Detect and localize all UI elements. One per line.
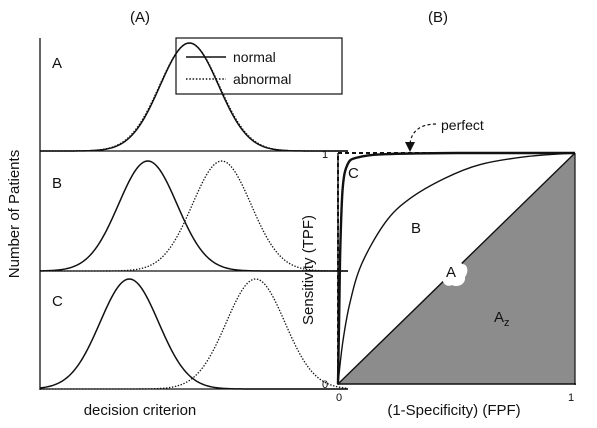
panel-b-title: (B) xyxy=(428,9,448,26)
legend-abnormal-label: abnormal xyxy=(233,71,291,87)
panel-a-title: (A) xyxy=(130,9,150,26)
x-tick-1: 1 xyxy=(568,392,574,404)
label-a-highlight xyxy=(440,259,468,287)
subplot-c-abnormal-curve xyxy=(40,278,349,390)
panel-a: (A) Number of Patients decision criterio… xyxy=(6,9,349,419)
panel-a-ylabel: Number of Patients xyxy=(6,150,23,278)
y-tick-0: 0 xyxy=(322,379,328,391)
curve-c-label: C xyxy=(348,165,359,182)
legend-normal-label: normal xyxy=(233,49,276,65)
subplot-b-normal-curve xyxy=(39,160,348,272)
az-label: Az xyxy=(494,309,510,329)
perfect-label: perfect xyxy=(441,117,484,133)
subplot-c-normal-curve xyxy=(39,278,348,390)
subplot-a-label: A xyxy=(52,55,62,72)
subplot-b-abnormal-curve xyxy=(40,160,348,272)
subplot-b-label: B xyxy=(52,175,62,192)
panel-b: (B) 1 0 0 1 Sensitivity (TPF) (1-Specifi… xyxy=(300,9,576,419)
curve-b-label: B xyxy=(411,220,421,237)
roc-curve-b xyxy=(337,152,576,385)
roc-xlabel: (1-Specificity) (FPF) xyxy=(387,402,520,419)
subplot-a-abnormal-curve xyxy=(40,42,348,152)
roc-ylabel: Sensitivity (TPF) xyxy=(300,215,317,325)
panel-a-curves xyxy=(39,42,349,390)
roc-curve-c xyxy=(336,151,575,385)
legend: normal abnormal xyxy=(175,37,343,95)
subplot-c-label: C xyxy=(52,293,63,310)
x-tick-0: 0 xyxy=(336,392,342,404)
legend-box xyxy=(175,37,343,95)
panel-a-xlabel: decision criterion xyxy=(84,402,197,419)
curve-a-label: A xyxy=(446,264,456,281)
y-tick-1: 1 xyxy=(322,149,328,161)
perfect-arrow-head xyxy=(405,142,415,152)
